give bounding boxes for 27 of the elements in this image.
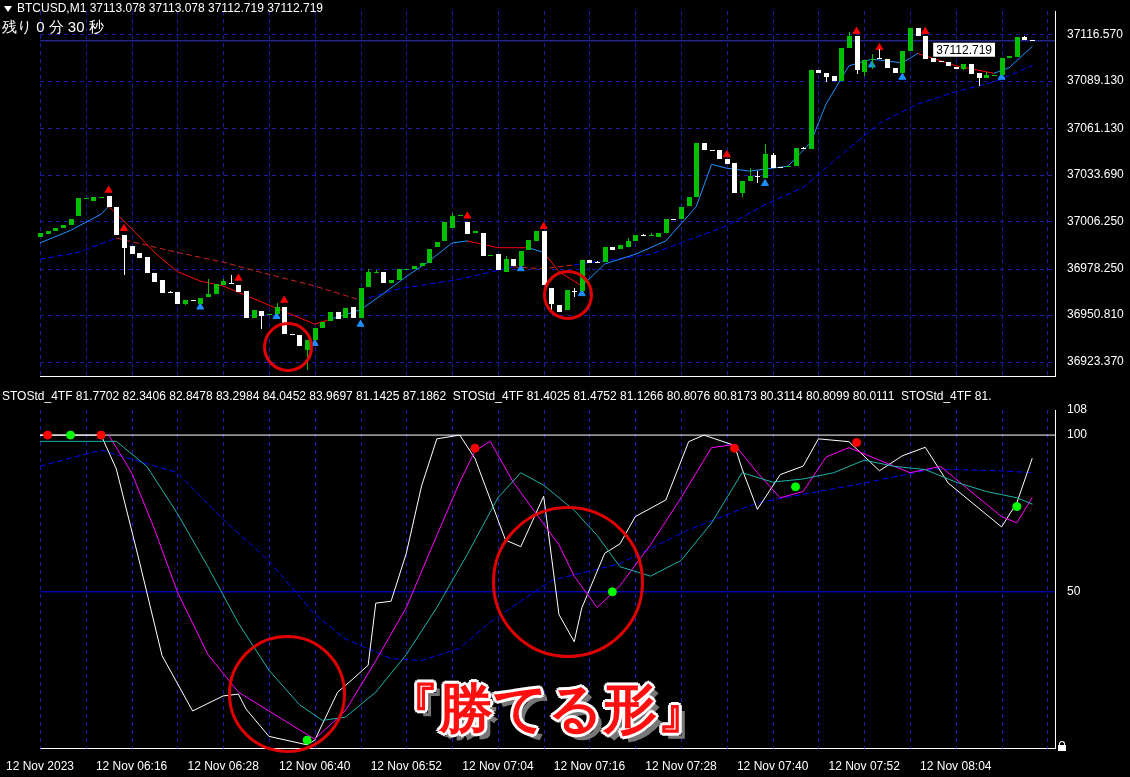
x-tick-label: 12 Nov 07:04 <box>462 759 534 774</box>
y-tick-label: 37089.130 <box>1067 73 1125 88</box>
y-tick-label: 108 <box>1067 402 1088 417</box>
y-tick-label: 37116.570 <box>1067 26 1124 41</box>
x-tick-label: 12 Nov 06:16 <box>95 759 168 774</box>
y-tick-label: 100 <box>1067 427 1088 442</box>
y-tick-label: 36950.810 <box>1067 307 1125 322</box>
annotation: 『勝てる形』 <box>385 676 711 742</box>
chart-title: STOStd_4TF 81.7702 82.3406 82.8478 83.2984 84.0452 83.9697 81.1425 87.1862 STOStd_4TF 81.4025 81.4752 81.1266 80.8076 80.8173 80.3114 80.8099 80.0111 STOStd_4TF 81. <box>2 389 992 403</box>
y-tick-label: 36978.250 <box>1067 260 1125 275</box>
x-tick-label: 12 Nov 06:52 <box>370 759 443 774</box>
x-tick-label: 12 Nov 06:28 <box>187 759 260 774</box>
x-tick-label: 12 Nov 08:04 <box>920 759 992 774</box>
x-tick-label: 12 Nov 07:52 <box>828 759 901 774</box>
y-tick-label: 36923.370 <box>1067 353 1125 368</box>
y-tick-label: 37006.250 <box>1067 213 1125 228</box>
x-tick-label: 12 Nov 07:16 <box>553 759 626 774</box>
y-tick-label: 50 <box>1067 584 1081 599</box>
chart-title: BTCUSD,M1 37113.078 37113.078 37112.719 37112.719 <box>16 1 324 15</box>
chart-subtitle: 残り 0 分 30 秒 <box>2 18 104 36</box>
x-tick-label: 12 Nov 07:28 <box>645 759 718 774</box>
x-tick-label: 12 Nov 2023 <box>5 759 75 774</box>
x-tick-label: 12 Nov 07:40 <box>736 759 809 774</box>
y-tick-label: 37061.130 <box>1067 120 1125 135</box>
ref-line-label: 37112.719 <box>936 42 993 57</box>
y-tick-label: 37033.690 <box>1067 167 1125 182</box>
x-tick-label: 12 Nov 06:40 <box>279 759 351 774</box>
